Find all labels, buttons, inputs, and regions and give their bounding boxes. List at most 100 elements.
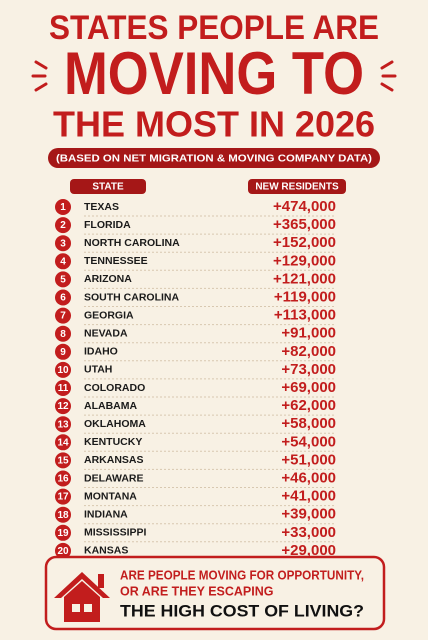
rank-badge xyxy=(55,380,71,396)
state-name: TEXAS xyxy=(84,201,119,213)
decor-dashes xyxy=(31,60,397,92)
rank: 16 xyxy=(57,474,69,485)
rank: 1 xyxy=(60,202,66,213)
rank-badge xyxy=(55,470,71,487)
title-line-1: STATES PEOPLE ARE xyxy=(49,9,379,47)
state-name: NORTH CAROLINA xyxy=(84,237,180,249)
rank-badge xyxy=(55,398,71,415)
footer-line-2: OR ARE THEY ESCAPING xyxy=(120,584,274,598)
new-residents: +69,000 xyxy=(281,379,336,396)
rank-badge xyxy=(55,506,71,523)
rank: 19 xyxy=(57,528,69,539)
new-residents: +113,000 xyxy=(274,307,336,324)
rank-badge xyxy=(55,289,71,306)
rank-badge xyxy=(55,416,71,433)
state-name: IDAHO xyxy=(84,346,118,358)
rank: 5 xyxy=(60,275,66,286)
rank: 6 xyxy=(60,293,66,304)
new-residents: +39,000 xyxy=(281,506,336,523)
rank-badge xyxy=(55,524,71,541)
rank: 10 xyxy=(57,365,69,376)
rank: 17 xyxy=(57,492,69,503)
rank: 12 xyxy=(57,401,69,412)
rank-badge xyxy=(55,542,71,559)
rank: 2 xyxy=(60,220,66,231)
new-residents: +365,000 xyxy=(273,216,336,233)
state-name: TENNESSEE xyxy=(84,255,148,267)
rank-badge xyxy=(55,235,71,252)
rank: 3 xyxy=(60,238,66,249)
dash xyxy=(380,82,394,92)
column-header-pill xyxy=(248,179,346,194)
new-residents: +54,000 xyxy=(281,433,336,450)
footer-line-3: THE HIGH COST OF LIVING? xyxy=(120,601,364,620)
rank-badge xyxy=(55,434,71,451)
house-body xyxy=(64,581,100,622)
rank-badge xyxy=(55,271,71,288)
title-line-3: THE MOST IN 2026 xyxy=(53,104,375,145)
rank: 15 xyxy=(57,456,69,467)
rank: 18 xyxy=(57,510,69,521)
state-name: ARKANSAS xyxy=(84,454,144,466)
state-name: ARIZONA xyxy=(84,273,132,285)
new-residents: +73,000 xyxy=(281,361,336,378)
rank-badge xyxy=(55,325,71,342)
new-residents: +119,000 xyxy=(274,288,336,305)
state-name: NEVADA xyxy=(84,327,128,339)
state-name: MONTANA xyxy=(84,490,137,502)
house-icon xyxy=(54,572,110,622)
roof xyxy=(54,572,110,598)
state-name: SOUTH CAROLINA xyxy=(84,291,179,303)
rank-badge xyxy=(55,253,71,270)
new-residents: +91,000 xyxy=(281,325,336,342)
state-name: DELAWARE xyxy=(84,472,144,484)
rank: 9 xyxy=(60,347,66,358)
rank: 14 xyxy=(57,437,69,448)
state-name: INDIANA xyxy=(84,508,128,520)
rank: 4 xyxy=(60,256,66,267)
table-rows: 1 TEXAS +474,000 2 FLORIDA +365,000 3 NORTH CAR… xyxy=(55,198,336,561)
dash xyxy=(34,60,48,70)
new-residents: +41,000 xyxy=(281,488,336,505)
rank: 20 xyxy=(57,546,69,557)
footer-box xyxy=(44,555,386,631)
rank-badge xyxy=(55,452,71,469)
new-residents: +46,000 xyxy=(281,469,336,486)
chimney xyxy=(98,574,104,588)
state-name: KENTUCKY xyxy=(84,436,142,448)
state-name: ALABAMA xyxy=(84,400,137,412)
subtitle: (BASED ON NET MIGRATION & MOVING COMPANY… xyxy=(56,152,372,164)
rank-badge xyxy=(55,307,71,324)
column-header: STATE xyxy=(92,182,124,193)
state-name: MISSISSIPPI xyxy=(84,527,147,539)
new-residents: +62,000 xyxy=(281,397,336,414)
dash xyxy=(34,82,48,92)
column-header-pill xyxy=(70,179,146,194)
new-residents: +152,000 xyxy=(273,234,336,251)
dash xyxy=(380,60,394,70)
new-residents: +33,000 xyxy=(281,524,336,541)
rank-badge xyxy=(55,361,71,378)
state-name: UTAH xyxy=(84,364,112,376)
state-name: KANSAS xyxy=(84,545,128,557)
state-name: GEORGIA xyxy=(84,309,134,321)
rank-badge xyxy=(55,488,71,505)
rank-badge xyxy=(55,343,71,360)
new-residents: +51,000 xyxy=(281,451,336,468)
rank-badge xyxy=(55,217,71,234)
rank: 13 xyxy=(57,419,69,430)
subtitle-pill xyxy=(48,148,380,168)
state-name: FLORIDA xyxy=(84,219,131,231)
rank-badge xyxy=(55,199,71,215)
new-residents: +474,000 xyxy=(273,198,336,215)
state-name: OKLAHOMA xyxy=(84,418,146,430)
footer-line-1: ARE PEOPLE MOVING FOR OPPORTUNITY, xyxy=(120,568,364,582)
rank: 7 xyxy=(60,311,66,322)
new-residents: +29,000 xyxy=(281,542,336,559)
rank: 8 xyxy=(60,329,66,340)
column-header: NEW RESIDENTS xyxy=(255,182,339,193)
new-residents: +129,000 xyxy=(273,252,336,269)
